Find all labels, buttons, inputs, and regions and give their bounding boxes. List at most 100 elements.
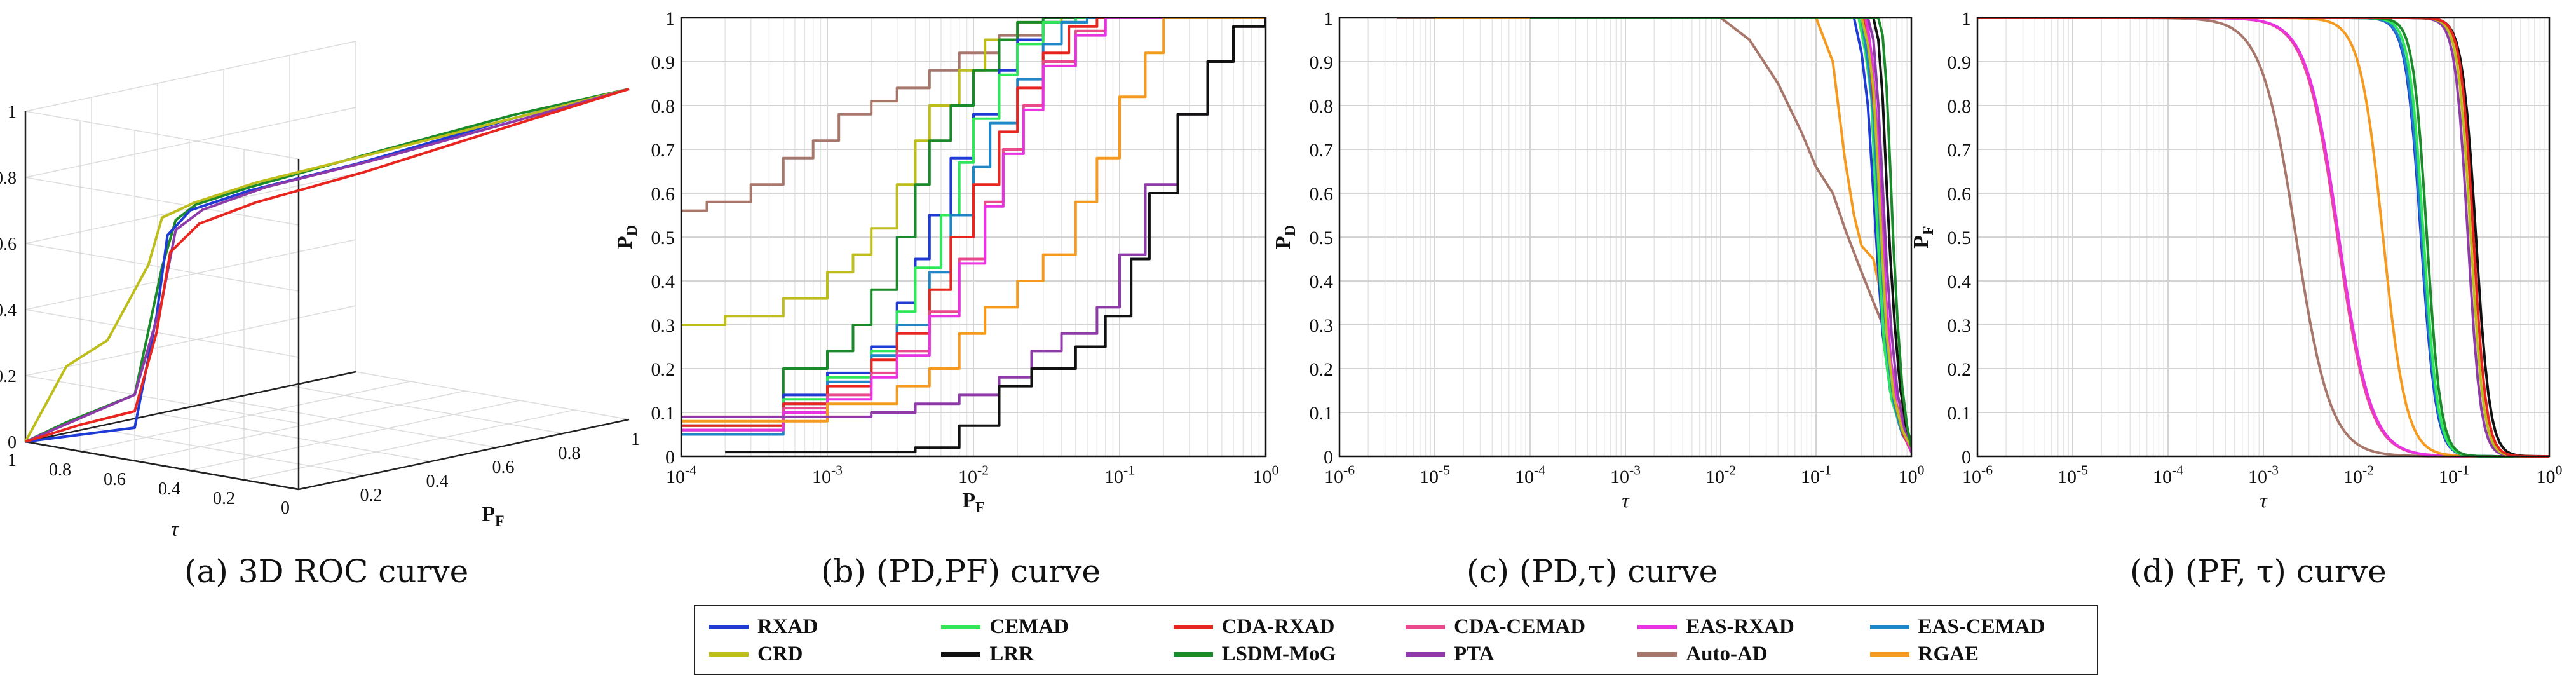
series-line-crd [1530,17,1911,449]
y-tick-label: 0.8 [1310,96,1334,117]
legend-item: EAS-CEMAD [1869,615,2083,639]
y-tick-label: 1 [665,8,675,29]
y-axis-label-group: PF [1909,226,1937,248]
legend-item: PTA [1406,643,1618,666]
y-tick-label: 0.6 [104,470,126,489]
legend-swatch [1406,625,1445,629]
legend-label: RXAD [757,615,818,638]
legend-item: LSDM-MoG [1173,643,1386,666]
y-tick-label: 0.7 [1948,140,1972,161]
legend-item: CDA-CEMAD [1406,615,1618,639]
grid-line [25,107,356,178]
y-tick-label: 0.6 [1948,184,1972,205]
legend-label: EAS-CEMAD [1918,615,2045,638]
y-tick-label: 0.9 [1948,52,1972,73]
y-tick-label: 0.4 [1948,271,1972,292]
x-tick-label: 10-4 [666,463,696,488]
axes-frame [1338,17,1913,458]
z-tick-label: 0.8 [0,168,17,188]
x-tick-label: 10-1 [1801,463,1831,488]
y-tick-label: 0 [665,447,675,468]
y-tick-label: 0.8 [49,460,71,480]
grid-line [243,409,575,481]
z-tick-label: 1 [8,102,17,122]
caption-d: (d) (PF, τ) curve [2130,553,2387,590]
x-axis-label: τ [2260,489,2268,512]
series-line-cda-rxad [25,88,630,443]
series-line-eas-cemad [681,17,1266,436]
series-line-cda-cemad [681,17,1266,432]
y-tick-label: 0.7 [651,140,675,161]
y-tick-label: 0.7 [1310,140,1334,161]
series-line-rgae [1435,17,1911,448]
legend-label: CRD [757,643,803,665]
series-line-lrr [1530,17,1911,444]
y-tick-label: 0.8 [651,96,675,117]
x-tick-label: 10-5 [2057,463,2088,488]
series-group [1397,17,1911,453]
series-line-lsdm-mog [25,88,630,443]
legend-item: Auto-AD [1637,643,1850,666]
series-line-lsdm-mog [681,17,1266,427]
legend-item: RGAE [1869,643,2083,666]
panel-b-pd-pf-chart: 0 0.1 0.2 0.3 0.4 0.5 0.6 0.7 0.8 0.9 1 10-4 10-3 10-… [613,8,1278,516]
grid-line [25,239,356,310]
y-tick-label: 0.2 [213,489,235,508]
x-tick-label: 0.6 [492,458,515,477]
y-tick-label: 0 [1324,447,1333,468]
y-axis-label: PD [613,225,641,249]
x-tick-label: 0.2 [360,486,383,505]
axis-edge [25,440,299,491]
legend-label: Auto-AD [1686,643,1768,665]
x-tick-label: 10-1 [2439,463,2469,488]
series-line-pta [25,88,630,443]
x-axis-label: PF [482,503,504,530]
grid-line [289,385,564,434]
series-line-auto-ad [681,17,1266,212]
x-tick-label: 0.8 [559,444,581,463]
legend-swatch [1173,652,1213,657]
x-tick-label: 10-5 [1420,463,1450,488]
grid-line [355,371,630,420]
series-line-auto-ad [1397,17,1911,448]
x-tick-label: 10-3 [1610,463,1641,488]
grid-line [25,41,356,112]
x-tick-label: 10-2 [2343,463,2374,488]
y-tick-label: 1 [1324,8,1333,29]
y-tick-label: 0 [1962,447,1971,468]
y-tick-label: 0.5 [651,228,675,249]
grid-line [25,375,299,424]
panel-c-pd-tau-chart: 0 0.1 0.2 0.3 0.4 0.5 0.6 0.7 0.8 0.9 1 10-6 10-5 10-… [1271,8,1924,512]
y-axis-label-group: PD [1271,225,1299,249]
legend-item: CEMAD [941,615,1154,639]
grid-line [134,390,466,461]
y-tick-label: 0.2 [1948,359,1972,380]
y-tick-label: 0.3 [1310,315,1334,336]
legend: RXAD CEMAD CDA-RXAD CDA-CEMAD EAS-RXAD E… [694,605,2098,675]
legend-label: CDA-CEMAD [1454,615,1586,638]
axes-frame [1976,17,2551,458]
legend-label: LSDM-MoG [1221,643,1336,665]
y-axis-label: τ [171,517,179,540]
y-tick-label: 1 [8,451,17,470]
x-tick-label: 10-6 [1324,463,1355,488]
y-tick-label: 0.6 [651,184,675,205]
legend-label: PTA [1454,643,1495,665]
grid-line [25,177,299,226]
z-tick-label: 0.4 [0,301,17,320]
grid-line [25,111,299,160]
series-line-pta [1530,17,1911,444]
legend-swatch [1637,652,1678,657]
x-tick-label: 10-4 [1515,463,1545,488]
caption-c: (c) (PD,τ) curve [1467,553,1718,590]
legend-swatch [1406,652,1445,657]
x-tick-label: 1 [631,430,640,449]
y-tick-label: 0.4 [158,479,180,499]
legend-label: CDA-RXAD [1221,615,1335,638]
x-tick-label: 100 [1253,463,1279,488]
grid-line [189,400,520,471]
series-line-rgae [681,17,1266,423]
y-tick-label: 0.1 [1310,403,1334,424]
legend-label: CEMAD [989,615,1069,638]
grid-line [91,427,365,476]
